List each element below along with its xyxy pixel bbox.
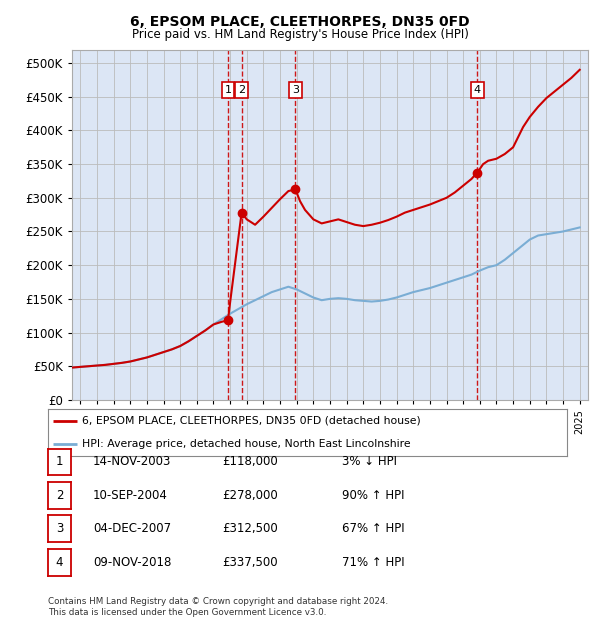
Text: 09-NOV-2018: 09-NOV-2018 [93, 556, 172, 569]
Text: HPI: Average price, detached house, North East Lincolnshire: HPI: Average price, detached house, Nort… [82, 439, 410, 449]
Text: 71% ↑ HPI: 71% ↑ HPI [342, 556, 404, 569]
Text: £118,000: £118,000 [222, 456, 278, 468]
Text: 2: 2 [56, 489, 63, 502]
Text: £337,500: £337,500 [222, 556, 278, 569]
Text: 6, EPSOM PLACE, CLEETHORPES, DN35 0FD: 6, EPSOM PLACE, CLEETHORPES, DN35 0FD [130, 16, 470, 30]
Text: 90% ↑ HPI: 90% ↑ HPI [342, 489, 404, 502]
Text: 67% ↑ HPI: 67% ↑ HPI [342, 523, 404, 535]
Text: Contains HM Land Registry data © Crown copyright and database right 2024.
This d: Contains HM Land Registry data © Crown c… [48, 598, 388, 617]
Text: 2: 2 [238, 85, 245, 95]
Text: 04-DEC-2007: 04-DEC-2007 [93, 523, 171, 535]
Text: £312,500: £312,500 [222, 523, 278, 535]
Text: £278,000: £278,000 [222, 489, 278, 502]
Text: 3% ↓ HPI: 3% ↓ HPI [342, 456, 397, 468]
Text: 10-SEP-2004: 10-SEP-2004 [93, 489, 168, 502]
Text: 1: 1 [56, 456, 63, 468]
Text: 1: 1 [224, 85, 232, 95]
Text: 3: 3 [292, 85, 299, 95]
Text: Price paid vs. HM Land Registry's House Price Index (HPI): Price paid vs. HM Land Registry's House … [131, 28, 469, 41]
Text: 6, EPSOM PLACE, CLEETHORPES, DN35 0FD (detached house): 6, EPSOM PLACE, CLEETHORPES, DN35 0FD (d… [82, 416, 421, 426]
Text: 4: 4 [56, 556, 63, 569]
Text: 4: 4 [474, 85, 481, 95]
Text: 3: 3 [56, 523, 63, 535]
Text: 14-NOV-2003: 14-NOV-2003 [93, 456, 172, 468]
